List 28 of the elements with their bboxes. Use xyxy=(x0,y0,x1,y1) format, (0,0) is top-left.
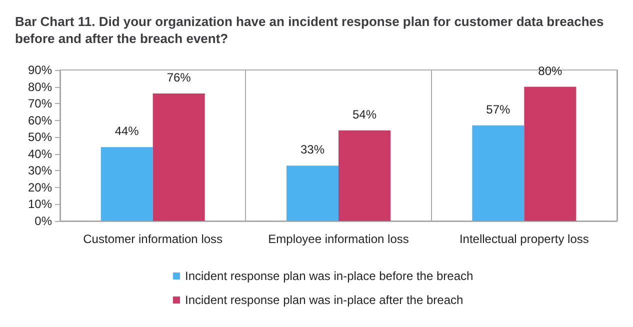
bar xyxy=(338,130,390,221)
y-tick-label: 50% xyxy=(28,130,52,144)
y-tick-label: 10% xyxy=(28,197,52,212)
data-label: 54% xyxy=(352,107,377,122)
chart-title: Bar Chart 11. Did your organization have an incident response plan for customer data breaches before and after the breach event? xyxy=(15,14,608,46)
bar xyxy=(524,86,576,221)
y-tick-label: 70% xyxy=(28,96,52,111)
legend-label: Incident response plan was in-place after the breach xyxy=(185,293,464,307)
data-label: 76% xyxy=(166,70,192,84)
bar xyxy=(472,125,524,221)
y-tick-label: 90% xyxy=(28,63,52,77)
x-tick-label: Customer information loss xyxy=(83,232,223,246)
bar xyxy=(286,166,338,221)
bar xyxy=(152,93,205,221)
bar xyxy=(100,147,153,221)
x-tick-label: Intellectual property loss xyxy=(459,232,589,246)
y-tick-label: 40% xyxy=(28,146,52,161)
y-tick-label: 60% xyxy=(28,113,52,128)
y-tick-label: 0% xyxy=(34,214,52,228)
data-label: 80% xyxy=(538,64,562,78)
y-tick-label: 20% xyxy=(28,180,52,194)
y-tick-label: 30% xyxy=(28,164,52,178)
legend-label: Incident response plan was in-place before the breach xyxy=(185,269,474,283)
data-label: 57% xyxy=(486,102,510,116)
x-tick-label: Employee information loss xyxy=(268,232,409,246)
y-tick-label: 80% xyxy=(28,80,52,94)
data-label: 44% xyxy=(114,124,140,138)
data-label: 33% xyxy=(300,142,325,157)
